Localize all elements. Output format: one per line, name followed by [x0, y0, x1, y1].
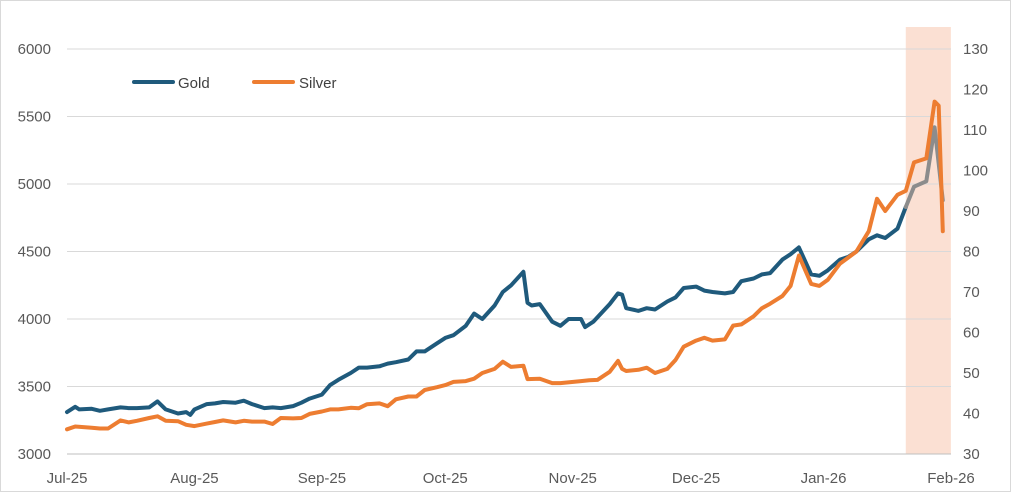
y-left-tick-label: 3500: [18, 379, 51, 396]
y-left-tick-label: 3000: [18, 446, 51, 463]
y-right-tick-label: 130: [963, 41, 988, 58]
x-tick-label: Aug-25: [170, 470, 218, 487]
y-right-tick-label: 90: [963, 203, 980, 220]
x-tick-label: Jan-26: [801, 470, 847, 487]
x-tick-label: Feb-26: [927, 470, 975, 487]
y-right-tick-label: 70: [963, 284, 980, 301]
silver-line: [65, 99, 945, 432]
x-tick-label: Nov-25: [549, 470, 597, 487]
legend-gold-label: Gold: [178, 75, 210, 92]
x-tick-label: Dec-25: [672, 470, 720, 487]
y-left-tick-label: 5000: [18, 176, 51, 193]
legend-silver-label: Silver: [299, 75, 337, 92]
y-right-tick-label: 40: [963, 406, 980, 423]
y-left-tick-label: 5500: [18, 109, 51, 126]
y-left-tick-label: 4000: [18, 311, 51, 328]
x-tick-label: Jul-25: [47, 470, 88, 487]
y-right-tick-label: 50: [963, 365, 980, 382]
y-right-tick-label: 30: [963, 446, 980, 463]
y-right-tick-label: 100: [963, 163, 988, 180]
y-right-tick-label: 120: [963, 82, 988, 99]
x-tick-label: Oct-25: [423, 470, 468, 487]
gold-line: [65, 205, 908, 417]
x-tick-label: Sep-25: [298, 470, 346, 487]
gold-line-highlight: [903, 125, 945, 209]
y-right-tick-label: 110: [963, 122, 987, 139]
y-right-tick-label: 80: [963, 244, 980, 261]
highlight-band: [905, 27, 951, 454]
y-right-tick-label: 60: [963, 325, 980, 342]
y-left-tick-label: 6000: [18, 41, 51, 58]
y-left-tick-label: 4500: [18, 244, 51, 261]
